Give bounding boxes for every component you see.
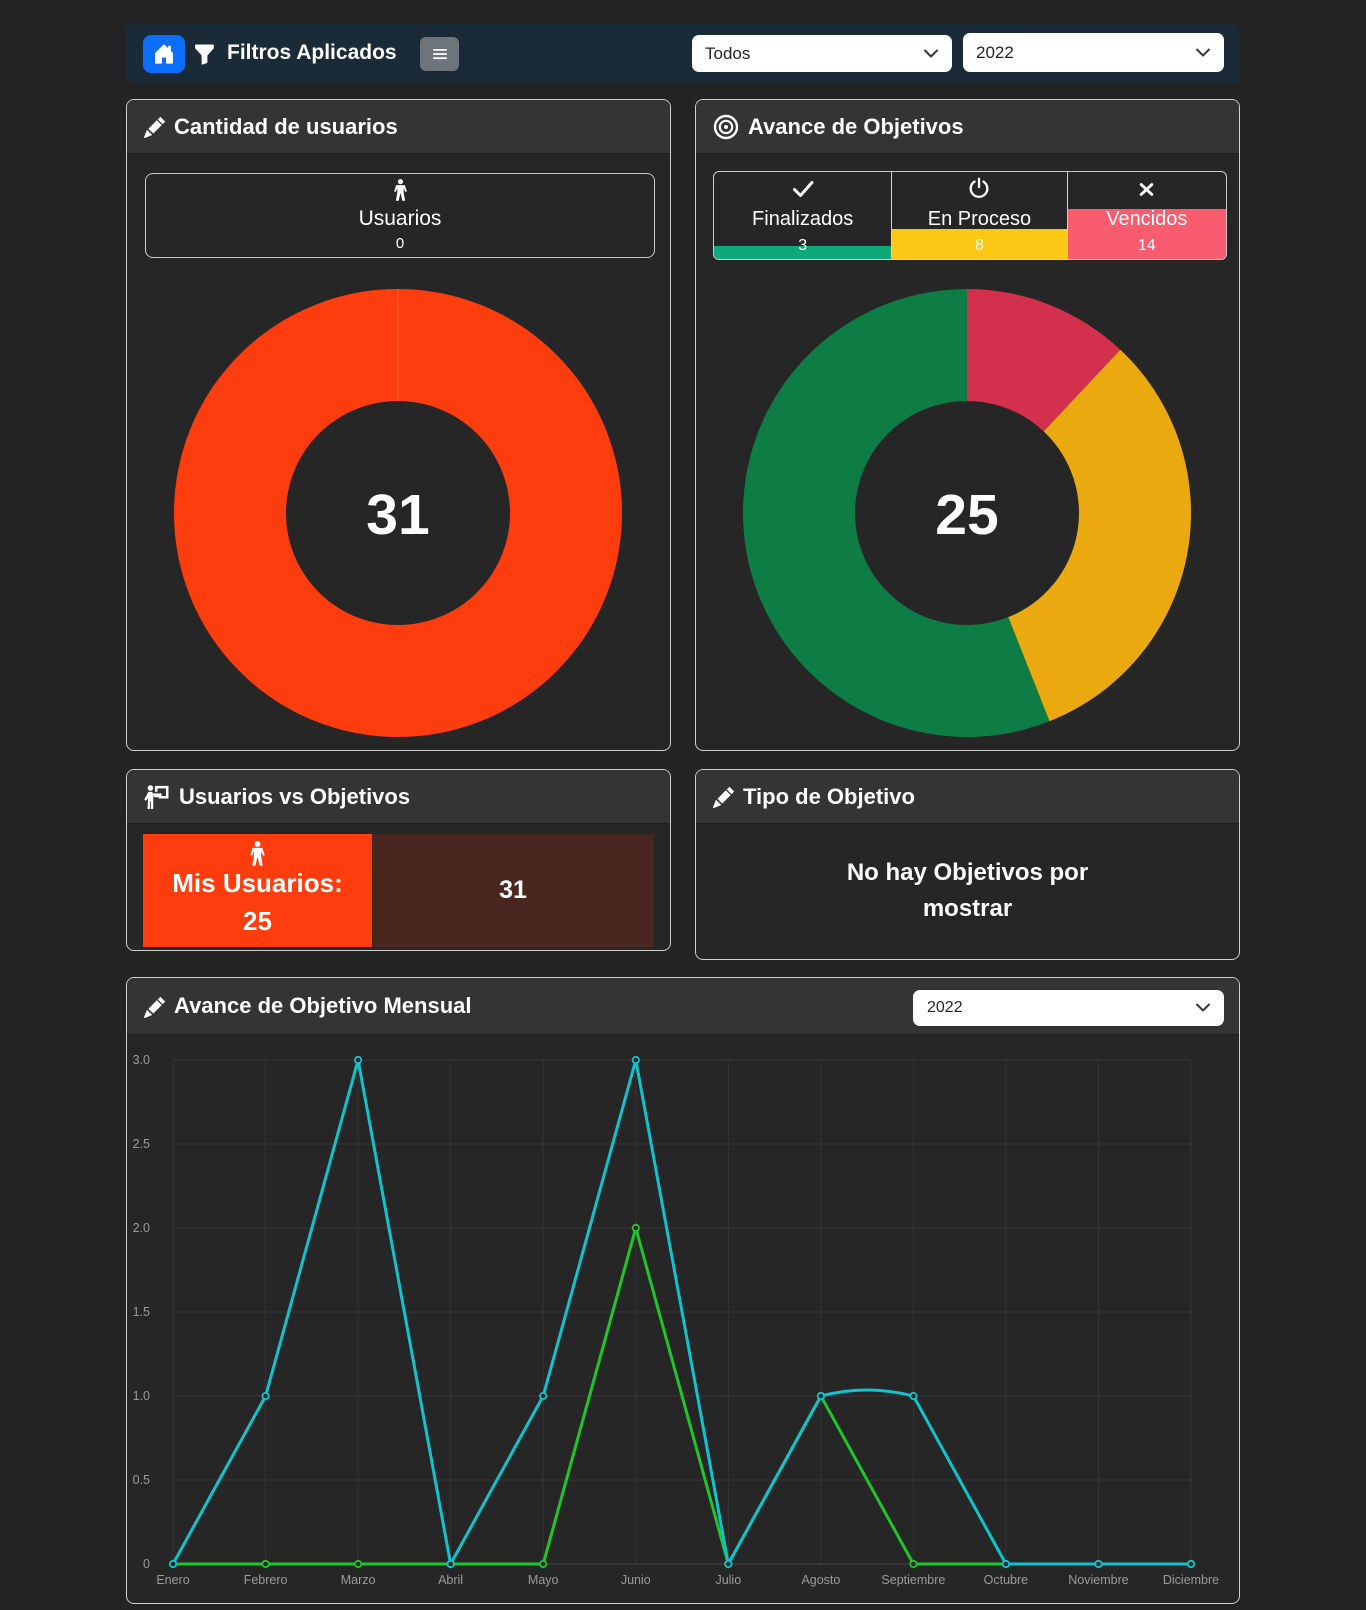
svg-text:3.0: 3.0 [133, 1053, 150, 1067]
svg-text:2.5: 2.5 [133, 1137, 150, 1151]
svg-text:Marzo: Marzo [341, 1573, 376, 1587]
svg-text:Febrero: Febrero [244, 1573, 288, 1587]
svg-text:Julio: Julio [715, 1573, 741, 1587]
svg-text:Junio: Junio [621, 1573, 651, 1587]
svg-text:Septiembre: Septiembre [881, 1573, 945, 1587]
svg-text:Enero: Enero [156, 1573, 189, 1587]
svg-text:Abril: Abril [438, 1573, 463, 1587]
svg-text:2.0: 2.0 [133, 1221, 150, 1235]
svg-text:Mayo: Mayo [528, 1573, 559, 1587]
svg-text:1.0: 1.0 [133, 1389, 150, 1403]
svg-text:0.5: 0.5 [133, 1473, 150, 1487]
svg-text:Noviembre: Noviembre [1068, 1573, 1128, 1587]
svg-text:Agosto: Agosto [801, 1573, 840, 1587]
svg-text:0: 0 [143, 1557, 150, 1571]
svg-text:Octubre: Octubre [984, 1573, 1029, 1587]
svg-text:1.5: 1.5 [133, 1305, 150, 1319]
svg-text:Diciembre: Diciembre [1163, 1573, 1219, 1587]
